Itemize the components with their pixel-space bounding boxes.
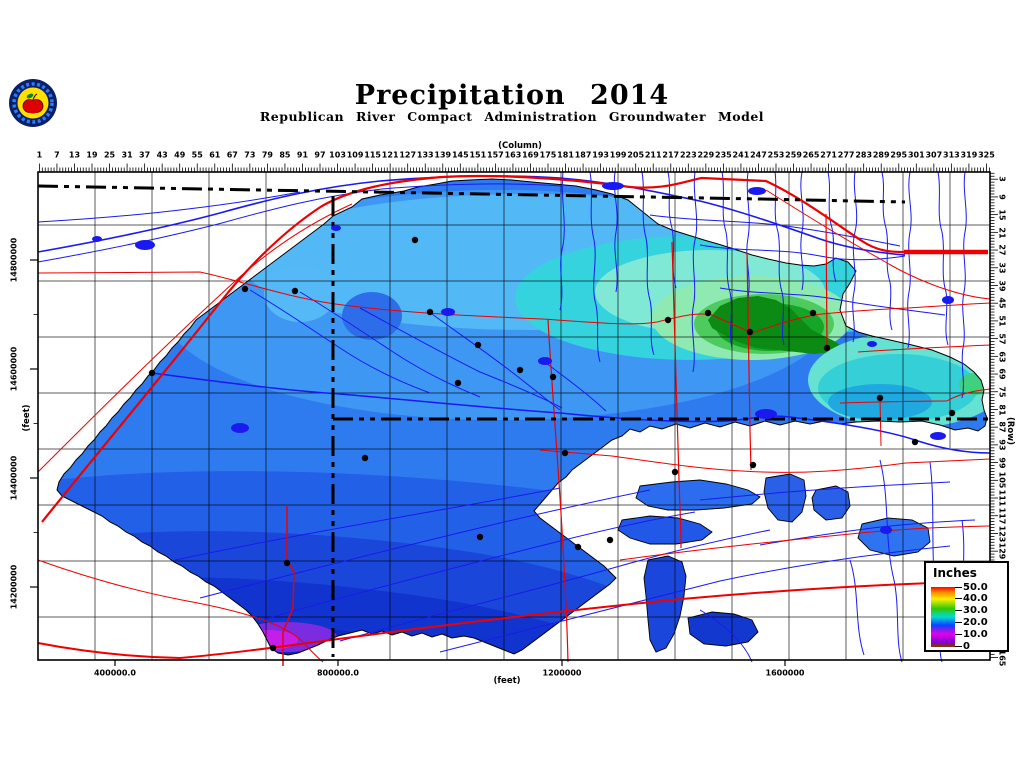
legend-tick: 10.0	[955, 628, 988, 640]
legend-tick-mark	[955, 586, 962, 588]
precipitation-legend: Inches 50.0 40.0 30.0 20.0 10.0 0	[924, 561, 1009, 652]
roads-layer	[37, 174, 991, 666]
legend-tick-value: 0	[963, 640, 970, 652]
model-grid-boundary	[56, 178, 988, 656]
station-dot	[283, 559, 291, 567]
lake	[880, 526, 892, 534]
station-dot	[809, 309, 817, 317]
legend-tick-mark	[955, 633, 962, 635]
station-dot	[746, 328, 754, 336]
model-fragment-patches	[617, 473, 931, 653]
station-dot	[574, 543, 582, 551]
legend-color-ramp	[931, 587, 955, 647]
station-dot	[454, 379, 462, 387]
station-dot	[948, 409, 956, 417]
station-dot	[749, 461, 757, 469]
station-dot	[476, 533, 484, 541]
station-dot	[516, 366, 524, 374]
lake	[92, 236, 102, 242]
lake	[602, 182, 624, 190]
station-dot	[291, 287, 299, 295]
lake	[748, 187, 766, 195]
station-dot	[269, 644, 277, 652]
station-dot	[606, 536, 614, 544]
apple-leaf-icon	[26, 93, 34, 99]
legend-tick-mark	[955, 645, 962, 647]
lakes-layer	[92, 182, 954, 534]
legend-tick: 30.0	[955, 605, 988, 617]
legend-tick: 20.0	[955, 616, 988, 628]
station-dot	[876, 394, 884, 402]
legend-tick: 40.0	[955, 593, 988, 605]
legend-tick: 0	[955, 640, 970, 652]
legend-tick-value: 10.0	[963, 628, 988, 640]
lake	[135, 240, 155, 250]
lake	[867, 341, 877, 347]
lake	[538, 357, 552, 365]
station-dot	[664, 316, 672, 324]
station-dot	[561, 449, 569, 457]
legend-tick-mark	[955, 610, 962, 612]
legend-tick-mark	[955, 621, 962, 623]
station-dot	[474, 341, 482, 349]
agency-seal-logo	[9, 79, 57, 127]
station-dot	[241, 285, 249, 293]
legend-title: Inches	[933, 566, 977, 580]
map-frame	[37, 171, 991, 661]
lake	[930, 432, 946, 440]
legend-tick-mark	[955, 598, 962, 600]
legend-tick-value: 30.0	[963, 605, 988, 617]
state-boundary-lines	[37, 184, 990, 657]
station-dot	[361, 454, 369, 462]
station-dot	[823, 344, 831, 352]
lake	[942, 296, 954, 304]
station-dot	[426, 308, 434, 316]
legend-tick-value: 40.0	[963, 593, 988, 605]
lake	[755, 409, 777, 419]
station-dot	[549, 373, 557, 381]
legend-tick: 50.0	[955, 581, 988, 593]
lake	[441, 308, 455, 316]
legend-tick-value: 20.0	[963, 616, 988, 628]
station-dot	[911, 438, 919, 446]
station-dot	[148, 369, 156, 377]
map-subtitle: Republican River Compact Administration …	[259, 109, 765, 124]
apple-stem-icon	[32, 93, 38, 101]
legend-tick-value: 50.0	[963, 581, 988, 593]
station-dot	[411, 236, 419, 244]
lake	[231, 423, 249, 433]
map-title: Precipitation 2014	[354, 80, 670, 111]
station-dot	[671, 468, 679, 476]
station-dot	[704, 309, 712, 317]
lake	[331, 225, 341, 231]
station-dots-layer	[148, 236, 956, 652]
